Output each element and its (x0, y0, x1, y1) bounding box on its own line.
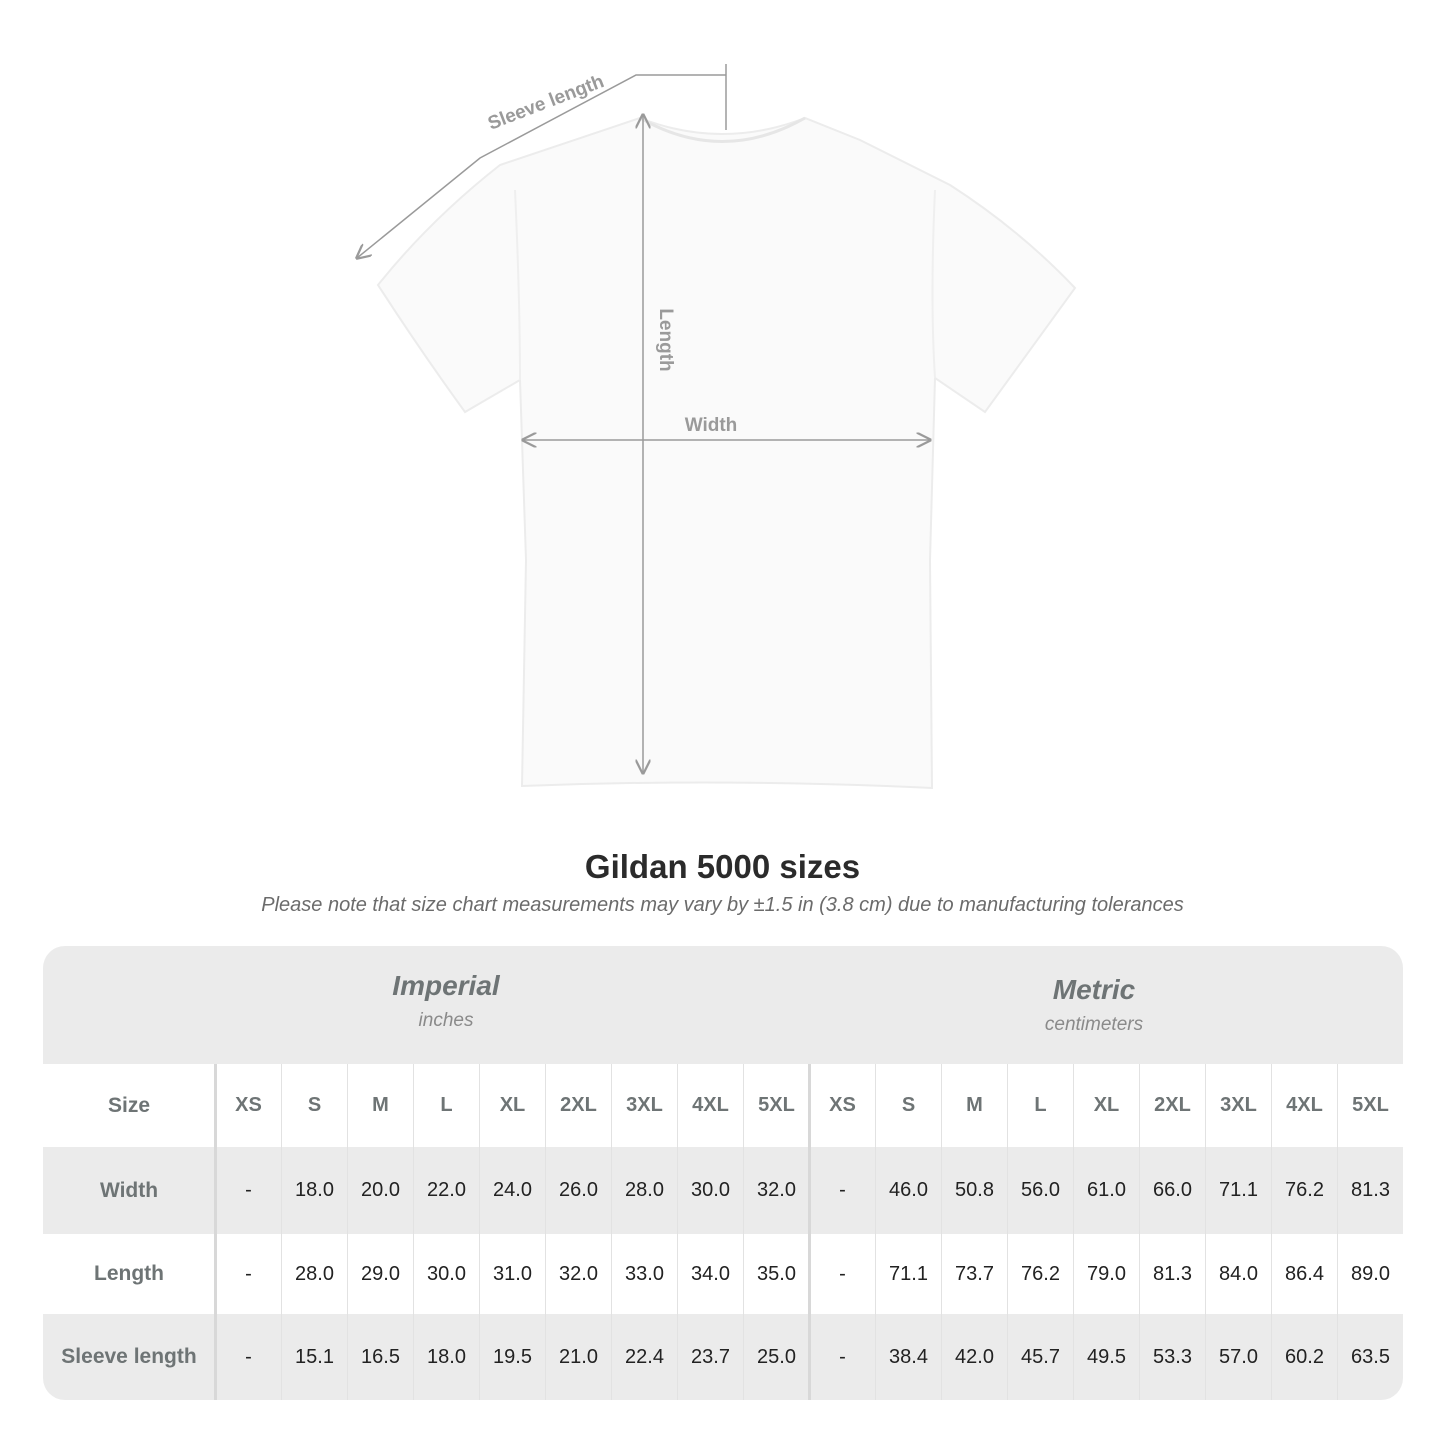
imperial-size-header: S (281, 1064, 347, 1147)
metric-value-cell: 45.7 (1007, 1314, 1073, 1400)
metric-size-header: 5XL (1337, 1064, 1403, 1147)
tolerance-note: Please note that size chart measurements… (261, 894, 1184, 916)
imperial-value-cell: - (215, 1234, 281, 1314)
metric-size-header: XS (809, 1064, 875, 1147)
metric-value-cell: 49.5 (1073, 1314, 1139, 1400)
sleeve-length-label: Sleeve length (485, 71, 607, 135)
metric-value-cell: 71.1 (875, 1234, 941, 1314)
page-title: Gildan 5000 sizes (584, 848, 861, 885)
imperial-value-cell: 25.0 (743, 1314, 809, 1400)
imperial-value-cell: 32.0 (743, 1147, 809, 1234)
row-label: Length (94, 1262, 164, 1285)
metric-value-cell: 86.4 (1271, 1234, 1337, 1314)
length-label: Length (655, 308, 676, 371)
metric-value-cell: - (809, 1147, 875, 1234)
metric-unit: centimeters (1044, 1014, 1144, 1035)
imperial-value-cell: 18.0 (413, 1314, 479, 1400)
size-header-row: Size XS S M L XL 2XL 3XL 4XL 5XL XS S M L XL 2XL 3XL 4XL 5… (43, 1064, 1403, 1147)
metric-value-cell: 46.0 (875, 1147, 941, 1234)
metric-size-header: XL (1073, 1064, 1139, 1147)
metric-value-cell: 76.2 (1271, 1147, 1337, 1234)
imperial-value-cell: 16.5 (347, 1314, 413, 1400)
imperial-value-cell: 33.0 (611, 1234, 677, 1314)
table-row: Sleeve length -15.1 16.5 18.0 19.5 21.0 22.4 23… (43, 1314, 1403, 1400)
metric-value-cell: 71.1 (1205, 1147, 1271, 1234)
imperial-header: Imperial inches (215, 970, 677, 1032)
tshirt-shape (376, 116, 1077, 790)
metric-size-header: 2XL (1139, 1064, 1205, 1147)
metric-value-cell: 50.8 (941, 1147, 1007, 1234)
imperial-value-cell: 18.0 (281, 1147, 347, 1234)
imperial-value-cell: 28.0 (611, 1147, 677, 1234)
imperial-value-cell: 34.0 (677, 1234, 743, 1314)
size-table: Imperial inches Metric centimeters Size X… (43, 946, 1403, 1400)
imperial-value-cell: 23.7 (677, 1314, 743, 1400)
imperial-value-cell: 28.0 (281, 1234, 347, 1314)
metric-value-cell: 56.0 (1007, 1147, 1073, 1234)
imperial-value-cell: - (215, 1314, 281, 1400)
imperial-size-header: L (413, 1064, 479, 1147)
imperial-size-header: XS (215, 1064, 281, 1147)
table-row: Width -18.0 20.0 22.0 24.0 26.0 28.0 30.0 32.0-4… (43, 1147, 1403, 1234)
metric-value-cell: - (809, 1234, 875, 1314)
imperial-value-cell: 30.0 (413, 1234, 479, 1314)
metric-value-cell: - (809, 1314, 875, 1400)
metric-value-cell: 79.0 (1073, 1234, 1139, 1314)
unit-header-band (43, 946, 1403, 1064)
imperial-value-cell: 26.0 (545, 1147, 611, 1234)
imperial-size-header: 2XL (545, 1064, 611, 1147)
metric-value-cell: 76.2 (1007, 1234, 1073, 1314)
imperial-value-cell: 22.4 (611, 1314, 677, 1400)
imperial-value-cell: 20.0 (347, 1147, 413, 1234)
metric-value-cell: 42.0 (941, 1314, 1007, 1400)
metric-header: Metric centimeters (863, 974, 1325, 1036)
imperial-value-cell: 31.0 (479, 1234, 545, 1314)
metric-size-header: 3XL (1205, 1064, 1271, 1147)
metric-value-cell: 66.0 (1139, 1147, 1205, 1234)
imperial-value-cell: - (215, 1147, 281, 1234)
imperial-size-header: 4XL (677, 1064, 743, 1147)
imperial-value-cell: 22.0 (413, 1147, 479, 1234)
imperial-size-header: 3XL (611, 1064, 677, 1147)
metric-size-header: M (941, 1064, 1007, 1147)
table-row: Length -28.0 29.0 30.0 31.0 32.0 33.0 34.0 35.0-… (43, 1234, 1403, 1314)
imperial-title: Imperial (392, 970, 500, 1001)
metric-value-cell: 57.0 (1205, 1314, 1271, 1400)
size-label: Size (107, 1093, 151, 1117)
imperial-value-cell: 35.0 (743, 1234, 809, 1314)
row-label: Width (99, 1178, 159, 1202)
metric-size-header: 4XL (1271, 1064, 1337, 1147)
imperial-unit: inches (418, 1010, 474, 1031)
metric-value-cell: 61.0 (1073, 1147, 1139, 1234)
tshirt-diagram: Sleeve length Length Width (0, 64, 1077, 790)
imperial-value-cell: 24.0 (479, 1147, 545, 1234)
imperial-value-cell: 30.0 (677, 1147, 743, 1234)
unit-divider (808, 1064, 811, 1400)
imperial-value-cell: 32.0 (545, 1234, 611, 1314)
metric-value-cell: 89.0 (1337, 1234, 1403, 1314)
metric-value-cell: 81.3 (1337, 1147, 1403, 1234)
metric-value-cell: 60.2 (1271, 1314, 1337, 1400)
metric-value-cell: 63.5 (1337, 1314, 1403, 1400)
metric-title: Metric (1052, 974, 1136, 1005)
metric-value-cell: 84.0 (1205, 1234, 1271, 1314)
imperial-value-cell: 29.0 (347, 1234, 413, 1314)
metric-value-cell: 81.3 (1139, 1234, 1205, 1314)
metric-size-header: L (1007, 1064, 1073, 1147)
imperial-size-header: XL (479, 1064, 545, 1147)
imperial-size-header: 5XL (743, 1064, 809, 1147)
imperial-size-header: M (347, 1064, 413, 1147)
imperial-value-cell: 21.0 (545, 1314, 611, 1400)
row-label: Sleeve length (61, 1345, 197, 1368)
imperial-value-cell: 15.1 (281, 1314, 347, 1400)
imperial-value-cell: 19.5 (479, 1314, 545, 1400)
metric-value-cell: 73.7 (941, 1234, 1007, 1314)
label-column-divider (214, 1064, 217, 1400)
sleeve-measure-line (357, 74, 726, 258)
metric-size-header: S (875, 1064, 941, 1147)
width-label: Width (685, 415, 738, 436)
metric-value-cell: 38.4 (875, 1314, 941, 1400)
metric-value-cell: 53.3 (1139, 1314, 1205, 1400)
